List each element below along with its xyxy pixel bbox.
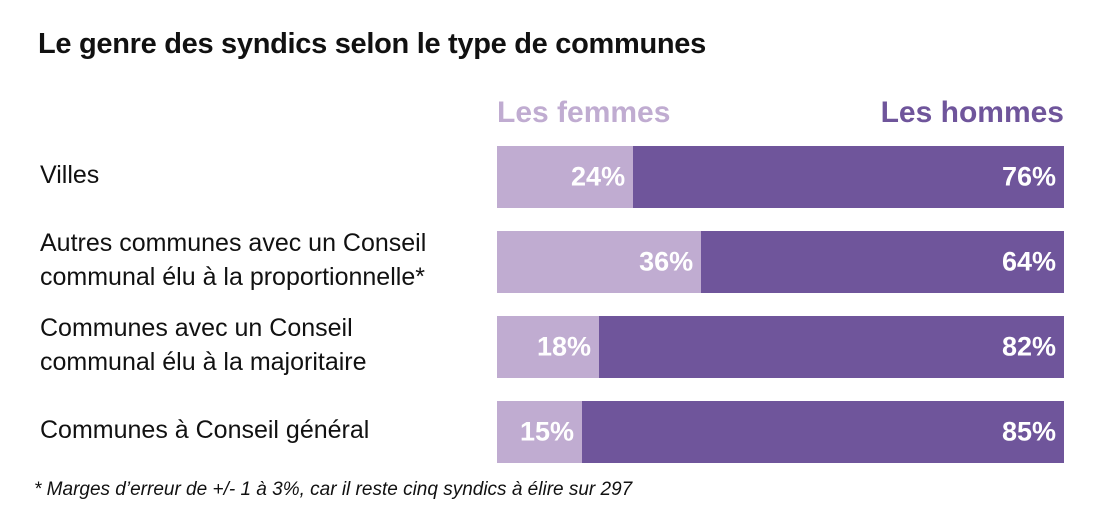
bar-segment-men: 76% [633, 146, 1064, 208]
row-label: Communes à Conseil général [40, 413, 369, 447]
row-label: Communes avec un Conseil communal élu à l… [40, 311, 367, 379]
value-label-women: 15% [520, 416, 575, 447]
chart-title: Le genre des syndics selon le type de co… [38, 28, 706, 60]
bar-segment-men: 82% [599, 316, 1064, 378]
row-label-line: Communes à Conseil général [40, 416, 370, 444]
row-label: Villes [40, 158, 99, 192]
row-label: Autres communes avec un Conseil communal … [40, 226, 426, 294]
value-label-women: 18% [537, 331, 592, 362]
bar-segment-women: 15% [497, 401, 583, 463]
stacked-bar: 24% 76% [497, 146, 1064, 208]
stacked-bar: 36% 64% [497, 231, 1064, 293]
row-label-line: communal élu à la majoritaire [40, 348, 367, 376]
legend-men: Les hommes [880, 96, 1064, 129]
value-label-men: 64% [1001, 246, 1056, 277]
stacked-bar: 18% 82% [497, 316, 1064, 378]
value-label-men: 76% [1001, 161, 1056, 192]
legend-women: Les femmes [497, 96, 671, 129]
row-label-line: Autres communes avec un Conseil [40, 229, 427, 257]
value-label-men: 85% [1001, 416, 1056, 447]
row-label-line: communal élu à la proportionnelle* [40, 263, 425, 291]
footnote: * Marges d’erreur de +/- 1 à 3%, car il … [34, 479, 633, 500]
value-label-women: 36% [639, 246, 694, 277]
bar-segment-women: 36% [497, 231, 702, 293]
row-label-line: Communes avec un Conseil [40, 314, 353, 342]
row-label-line: Villes [40, 161, 100, 189]
stacked-bar: 15% 85% [497, 401, 1064, 463]
bar-segment-women: 24% [497, 146, 634, 208]
bar-segment-men: 85% [582, 401, 1064, 463]
value-label-women: 24% [571, 161, 626, 192]
bar-segment-men: 64% [701, 231, 1064, 293]
value-label-men: 82% [1001, 331, 1056, 362]
bar-segment-women: 18% [497, 316, 600, 378]
